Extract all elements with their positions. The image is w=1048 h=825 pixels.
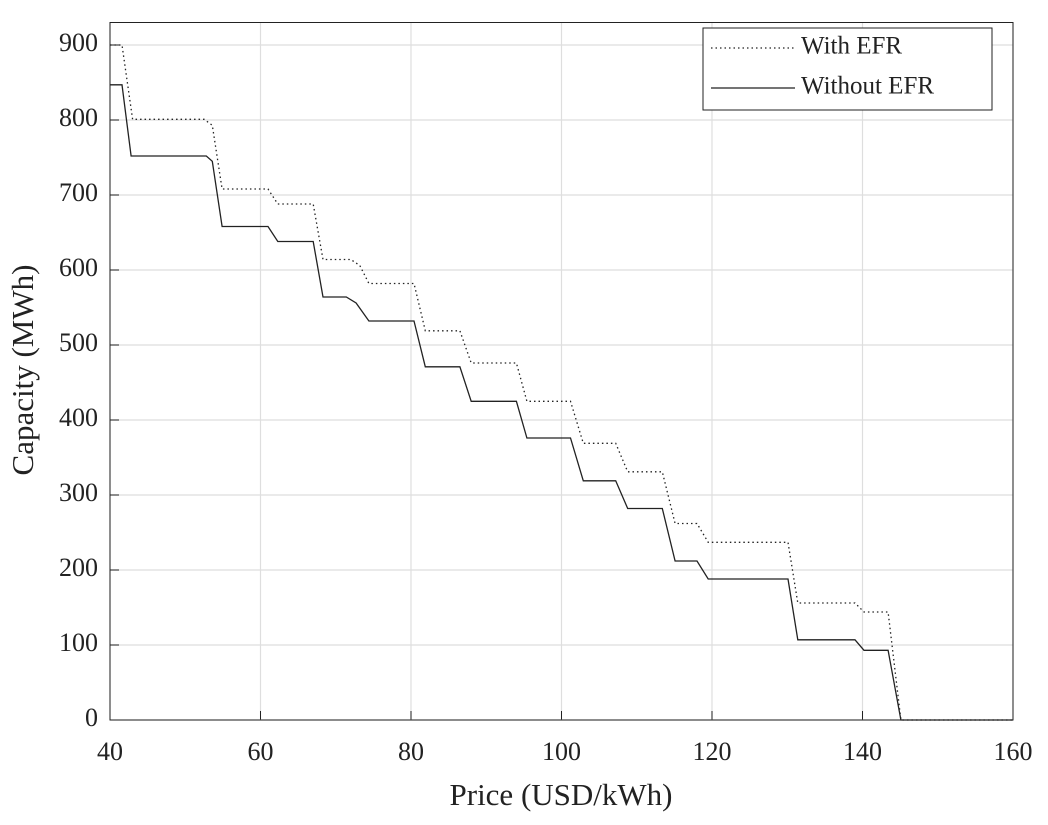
- y-tick-label: 600: [59, 253, 98, 282]
- x-tick-label: 140: [843, 737, 882, 766]
- legend-label: With EFR: [801, 33, 902, 60]
- x-tick-label: 80: [398, 737, 424, 766]
- y-axis-label: Capacity (MWh): [5, 265, 40, 476]
- y-tick-label: 700: [59, 178, 98, 207]
- y-tick-label: 800: [59, 103, 98, 132]
- y-tick-label: 200: [59, 553, 98, 582]
- y-tick-label: 0: [85, 703, 98, 732]
- y-tick-label: 400: [59, 403, 98, 432]
- legend-box: [702, 27, 993, 111]
- line-series: [110, 84, 1013, 721]
- x-tick-label: 40: [97, 737, 123, 766]
- y-tick-label: 500: [59, 328, 98, 357]
- x-tick-label: 100: [542, 737, 581, 766]
- y-tick-label: 900: [59, 28, 98, 57]
- plot-frame: [109, 22, 1014, 721]
- legend-label: Without EFR: [801, 73, 934, 100]
- y-tick-label: 100: [59, 628, 98, 657]
- x-tick-label: 60: [248, 737, 274, 766]
- y-tick-label: 300: [59, 478, 98, 507]
- x-tick-label: 120: [693, 737, 732, 766]
- x-axis-label: Price (USD/kWh): [450, 777, 673, 812]
- x-tick-label: 160: [994, 737, 1033, 766]
